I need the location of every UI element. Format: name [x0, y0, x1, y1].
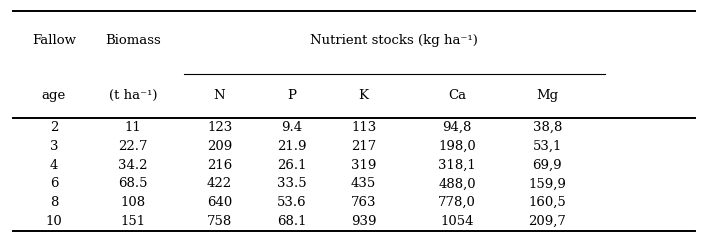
Text: Fallow: Fallow: [32, 34, 76, 47]
Text: 198,0: 198,0: [438, 140, 476, 153]
Text: 69,9: 69,9: [532, 159, 562, 172]
Text: (t ha⁻¹): (t ha⁻¹): [109, 89, 158, 102]
Text: 488,0: 488,0: [438, 177, 476, 190]
Text: 21.9: 21.9: [277, 140, 306, 153]
Text: 3: 3: [50, 140, 58, 153]
Text: 10: 10: [45, 215, 63, 228]
Text: 53,1: 53,1: [533, 140, 562, 153]
Text: 33.5: 33.5: [276, 177, 307, 190]
Text: 216: 216: [207, 159, 233, 172]
Text: Biomass: Biomass: [105, 34, 161, 47]
Text: 1054: 1054: [441, 215, 474, 228]
Text: 2: 2: [50, 121, 58, 134]
Text: 68.1: 68.1: [277, 215, 306, 228]
Text: 758: 758: [207, 215, 233, 228]
Text: 422: 422: [207, 177, 232, 190]
Text: 151: 151: [121, 215, 145, 228]
Text: 94,8: 94,8: [443, 121, 472, 134]
Text: 640: 640: [207, 196, 233, 209]
Text: P: P: [287, 89, 296, 102]
Text: K: K: [359, 89, 369, 102]
Text: 38,8: 38,8: [533, 121, 562, 134]
Text: 26.1: 26.1: [277, 159, 306, 172]
Text: 22.7: 22.7: [119, 140, 148, 153]
Text: 108: 108: [121, 196, 145, 209]
Text: 319: 319: [351, 159, 377, 172]
Text: 34.2: 34.2: [119, 159, 148, 172]
Text: 53.6: 53.6: [276, 196, 307, 209]
Text: 68.5: 68.5: [119, 177, 148, 190]
Text: 6: 6: [50, 177, 58, 190]
Text: 209: 209: [207, 140, 233, 153]
Text: 778,0: 778,0: [438, 196, 476, 209]
Text: 763: 763: [351, 196, 377, 209]
Text: N: N: [214, 89, 225, 102]
Text: 159,9: 159,9: [528, 177, 566, 190]
Text: 939: 939: [351, 215, 377, 228]
Text: Mg: Mg: [536, 89, 558, 102]
Text: 8: 8: [50, 196, 58, 209]
Text: 9.4: 9.4: [281, 121, 302, 134]
Text: Ca: Ca: [448, 89, 467, 102]
Text: 11: 11: [125, 121, 142, 134]
Text: 113: 113: [351, 121, 377, 134]
Text: 318,1: 318,1: [438, 159, 476, 172]
Text: 123: 123: [207, 121, 233, 134]
Text: 209,7: 209,7: [528, 215, 566, 228]
Text: 4: 4: [50, 159, 58, 172]
Text: 217: 217: [351, 140, 377, 153]
Text: 435: 435: [351, 177, 377, 190]
Text: 160,5: 160,5: [528, 196, 566, 209]
Text: Nutrient stocks (kg ha⁻¹): Nutrient stocks (kg ha⁻¹): [310, 34, 478, 47]
Text: age: age: [42, 89, 66, 102]
